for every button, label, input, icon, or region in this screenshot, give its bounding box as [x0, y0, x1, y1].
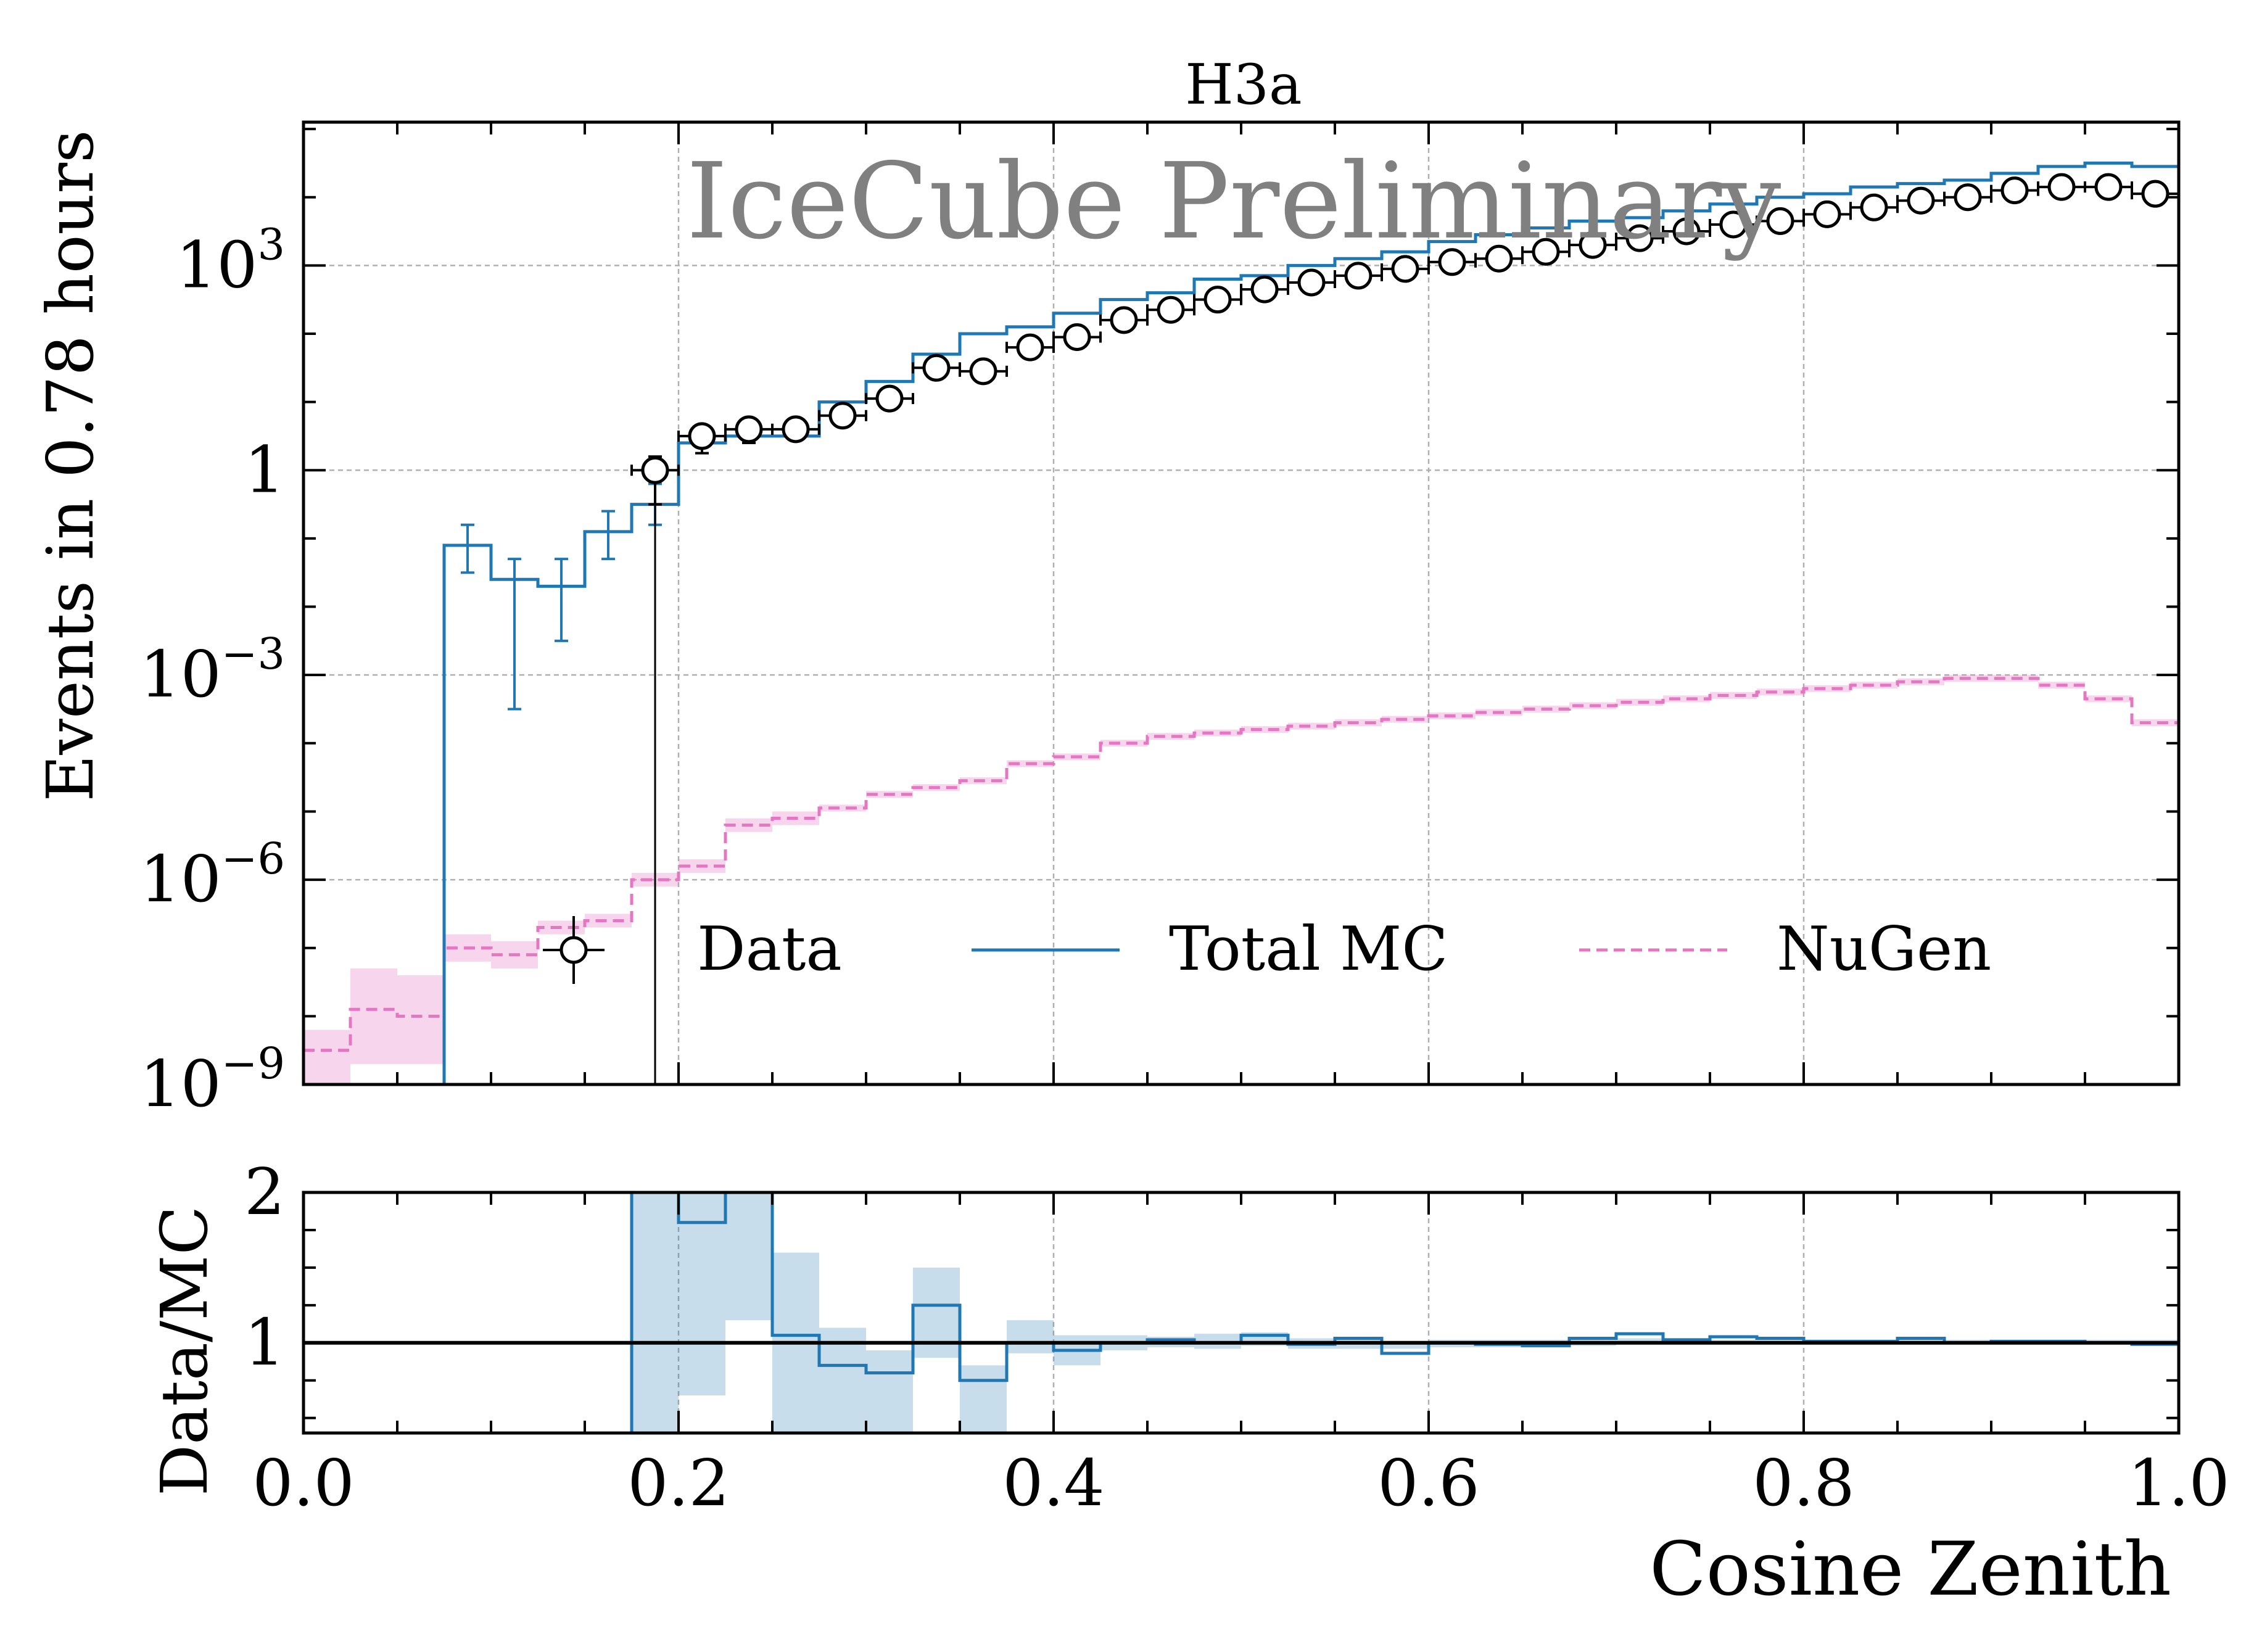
- data-point: [1485, 244, 1513, 273]
- data-point: [1297, 268, 1326, 297]
- data-point: [1672, 217, 1701, 246]
- nugen-band-bin: [1851, 682, 1897, 689]
- axes: [302, 120, 2181, 1435]
- ratio-line: [630, 1191, 2179, 1433]
- data-point: [641, 456, 669, 484]
- y-axis-label: Events in 0.78 hours: [33, 130, 108, 801]
- y-tick-label: 10−9: [139, 1038, 285, 1121]
- data-point: [1907, 186, 1935, 215]
- data-point: [1625, 224, 1654, 252]
- data-point: [1016, 333, 1044, 361]
- nugen-band-bin: [1194, 729, 1241, 737]
- data-point: [1813, 200, 1841, 228]
- legend-label: Total MC: [1169, 914, 1448, 985]
- data-point: [688, 422, 716, 450]
- ratio-band-bin: [819, 1328, 866, 1433]
- nugen-band-bin: [585, 914, 632, 928]
- nugen-band-bin: [1710, 692, 1757, 699]
- ratio-band-bin: [632, 1192, 679, 1433]
- data-point: [2047, 173, 2076, 201]
- watermark: IceCube Preliminary: [687, 141, 1781, 263]
- data-point: [1719, 210, 1748, 239]
- y-tick-label: 10−6: [139, 833, 285, 917]
- series-lines: [303, 161, 2179, 1433]
- data-point: [2141, 180, 2169, 208]
- data-point: [1532, 237, 1560, 266]
- data-point: [782, 415, 810, 444]
- nugen-band-bin: [1757, 688, 1804, 696]
- data-point: [1063, 323, 1091, 352]
- nugen-line: [303, 677, 2179, 1052]
- legend: Data Total MC NuGen: [543, 914, 1991, 985]
- x-tick-label: 1.0: [2128, 1445, 2229, 1521]
- data-point: [1860, 193, 1888, 221]
- data-point: [1391, 255, 1419, 283]
- data-point: [922, 353, 951, 382]
- data-point: [1954, 183, 1982, 212]
- x-tick-label: 0.2: [627, 1445, 729, 1521]
- data-point: [735, 415, 763, 444]
- grid-lines: [303, 122, 2179, 1433]
- x-tick-label: 0.4: [1002, 1445, 1104, 1521]
- data-point: [1203, 286, 1232, 314]
- ratio-band-bin: [1007, 1320, 1054, 1353]
- data-point: [828, 402, 857, 430]
- nugen-band-bin: [350, 968, 397, 1064]
- data-point: [1344, 262, 1373, 290]
- nugen-band-bin: [1288, 722, 1335, 730]
- chart-title: H3a: [1185, 52, 1302, 117]
- nugen-band-bin: [303, 1030, 350, 1084]
- y-tick-label: 1: [244, 432, 285, 507]
- legend-data-marker: [559, 936, 588, 964]
- ratio-y-tick-label: 1: [244, 1305, 285, 1380]
- ratio-y-axis-label: Data/MC: [147, 1206, 222, 1496]
- ratio-band-bin: [960, 1365, 1007, 1433]
- nugen-band-bin: [397, 975, 444, 1064]
- x-tick-label: 0.0: [252, 1445, 354, 1521]
- ratio-band-bin: [866, 1350, 913, 1433]
- nugen-band-bin: [1147, 733, 1194, 740]
- data-point: [1766, 207, 1794, 235]
- data-point: [1157, 295, 1185, 324]
- data-point: [1579, 231, 1607, 259]
- data-point: [1250, 275, 1279, 304]
- data-point: [1110, 306, 1138, 334]
- total-mc-line: [442, 161, 2179, 1084]
- data-point: [1438, 248, 1466, 276]
- x-tick-label: 0.8: [1752, 1445, 1854, 1521]
- legend-label: NuGen: [1777, 914, 1991, 985]
- tick-labels: 0.0 0.2 0.4 0.6 0.8 1.0 10−9 10−6 10−3 1 103 1 2: [139, 219, 2229, 1521]
- nugen-band-bin: [1241, 726, 1288, 733]
- data-points: [630, 173, 2180, 1084]
- x-axis-label: Cosine Zenith: [1649, 1527, 2171, 1613]
- nugen-band-bin: [2132, 719, 2179, 727]
- ratio-y-tick-label: 2: [244, 1154, 285, 1229]
- nugen-band-bin: [2085, 695, 2132, 703]
- nugen-band-bin: [1100, 740, 1147, 747]
- data-point: [875, 384, 904, 413]
- x-tick-label: 0.6: [1377, 1445, 1479, 1521]
- legend-label: Data: [697, 914, 842, 985]
- data-point: [969, 357, 997, 386]
- data-point: [2094, 173, 2123, 201]
- y-tick-label: 10−3: [139, 629, 285, 712]
- data-point: [2000, 176, 2029, 205]
- nugen-band-bin: [1804, 685, 1851, 692]
- ratio-band-bin: [725, 1192, 772, 1321]
- y-tick-label: 103: [176, 219, 285, 302]
- nugen-band-bin: [819, 804, 866, 812]
- ratio-band-bin: [679, 1192, 725, 1396]
